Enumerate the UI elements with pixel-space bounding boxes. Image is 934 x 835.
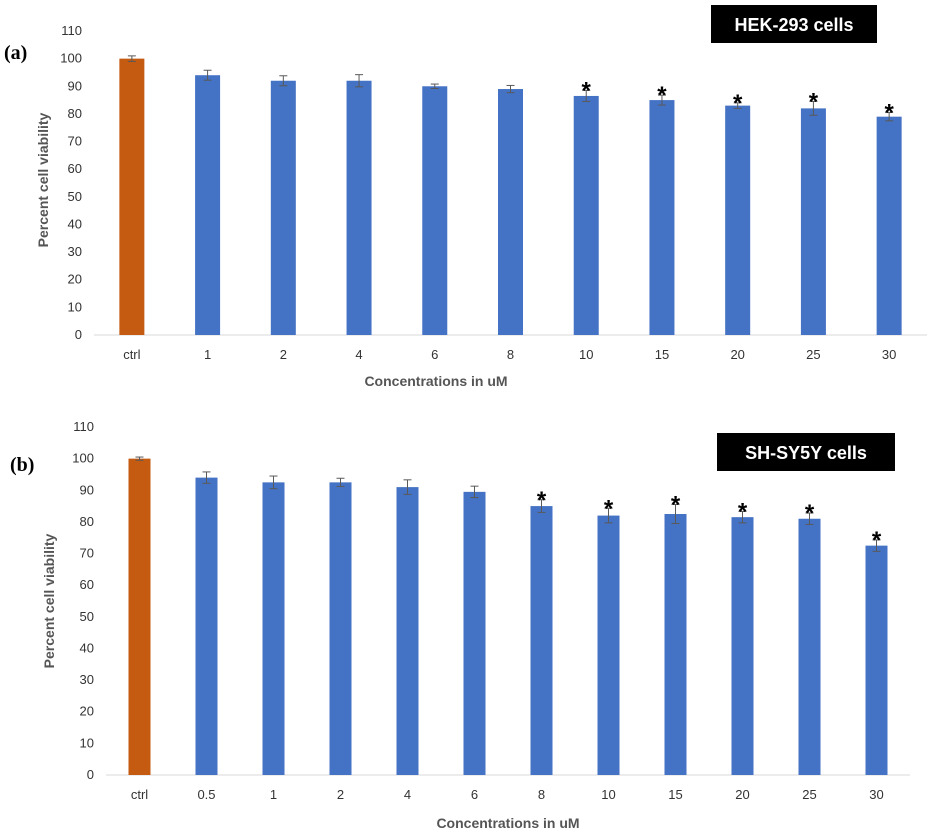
bar bbox=[463, 491, 486, 775]
x-tick-label: 6 bbox=[431, 347, 438, 362]
x-tick-label: 2 bbox=[337, 787, 344, 802]
bar bbox=[270, 80, 296, 335]
chart-title-a: HEK-293 cells bbox=[734, 15, 853, 35]
x-tick-label: 15 bbox=[655, 347, 669, 362]
bar bbox=[195, 75, 221, 335]
x-tick-label: 2 bbox=[280, 347, 287, 362]
y-tick-label: 100 bbox=[72, 451, 94, 466]
bar bbox=[422, 86, 448, 335]
significance-star: * bbox=[657, 82, 667, 109]
significance-star: * bbox=[537, 487, 547, 514]
x-axis-title-b: Concentrations in uM bbox=[436, 815, 579, 831]
y-tick-label: 0 bbox=[75, 327, 82, 342]
chart-panel-a: (a) HEK-293 cells Concentrations in uM P… bbox=[0, 0, 934, 400]
y-tick-label: 60 bbox=[68, 161, 82, 176]
x-tick-label: 10 bbox=[601, 787, 615, 802]
significance-star: * bbox=[809, 88, 819, 115]
x-tick-label: 8 bbox=[538, 787, 545, 802]
x-tick-label: 6 bbox=[471, 787, 478, 802]
y-tick-label: 70 bbox=[68, 134, 82, 149]
title-badge-b bbox=[717, 433, 895, 471]
plot-area-a: 0 10 20 30 40 50 60 70 80 90 100 110 ctrl 1 2 4 6 8 * 10 * 15… bbox=[60, 23, 927, 362]
y-tick-label: 30 bbox=[80, 672, 94, 687]
y-tick-label: 40 bbox=[80, 640, 94, 655]
bar bbox=[346, 80, 372, 335]
y-tick-label: 60 bbox=[80, 577, 94, 592]
significance-star: * bbox=[604, 495, 614, 522]
title-badge-a bbox=[711, 5, 877, 43]
bar bbox=[800, 108, 826, 335]
bar bbox=[597, 515, 620, 775]
y-tick-label: 40 bbox=[68, 216, 82, 231]
x-tick-label: 1 bbox=[270, 787, 277, 802]
significance-star: * bbox=[805, 500, 815, 527]
x-tick-label: 4 bbox=[355, 347, 362, 362]
x-tick-label: 1 bbox=[204, 347, 211, 362]
y-tick-label: 80 bbox=[68, 106, 82, 121]
bar bbox=[329, 482, 352, 775]
bar bbox=[195, 477, 218, 775]
significance-star: * bbox=[671, 492, 681, 519]
significance-star: * bbox=[582, 77, 592, 104]
bar bbox=[649, 100, 675, 335]
significance-star: * bbox=[738, 498, 748, 525]
bar bbox=[530, 506, 553, 775]
bar bbox=[396, 487, 419, 775]
y-tick-label: 20 bbox=[68, 272, 82, 287]
significance-star: * bbox=[884, 100, 894, 127]
bar bbox=[128, 458, 151, 775]
x-tick-label: 4 bbox=[404, 787, 411, 802]
y-axis-title-a: Percent cell viability bbox=[35, 112, 51, 247]
y-tick-label: 10 bbox=[68, 299, 82, 314]
y-tick-label: 50 bbox=[68, 189, 82, 204]
x-tick-label: 10 bbox=[579, 347, 593, 362]
x-tick-label: 30 bbox=[882, 347, 896, 362]
bar bbox=[731, 517, 754, 775]
bar bbox=[798, 518, 821, 775]
y-tick-label: 80 bbox=[80, 514, 94, 529]
y-tick-label: 70 bbox=[80, 546, 94, 561]
chart-b-svg: (b) SH-SY5Y cells Concentrations in uM P… bbox=[10, 419, 910, 831]
x-tick-label: ctrl bbox=[123, 347, 140, 362]
plot-area-b: 0 10 20 30 40 50 60 70 80 90 100 110 ctrl 0.5 1 2 4 6 * 8 * 1… bbox=[72, 419, 910, 802]
significance-star: * bbox=[733, 90, 743, 117]
x-tick-label: 20 bbox=[735, 787, 749, 802]
y-tick-label: 100 bbox=[60, 51, 82, 66]
bar bbox=[119, 58, 145, 336]
y-tick-label: 0 bbox=[87, 767, 94, 782]
x-tick-label: 25 bbox=[806, 347, 820, 362]
x-tick-label: 20 bbox=[730, 347, 744, 362]
bar bbox=[262, 482, 285, 775]
y-axis-title-b: Percent cell viability bbox=[41, 533, 57, 668]
x-axis-title-a: Concentrations in uM bbox=[364, 373, 507, 389]
y-tick-label: 10 bbox=[80, 735, 94, 750]
bar bbox=[876, 116, 902, 335]
y-tick-label: 90 bbox=[80, 482, 94, 497]
y-tick-label: 30 bbox=[68, 244, 82, 259]
panel-label-b: (b) bbox=[10, 454, 34, 476]
y-tick-label: 110 bbox=[61, 23, 82, 38]
x-tick-label: 15 bbox=[668, 787, 682, 802]
x-tick-label: 30 bbox=[869, 787, 883, 802]
bar bbox=[664, 514, 687, 775]
y-tick-label: 20 bbox=[80, 704, 94, 719]
chart-panel-b: (b) SH-SY5Y cells Concentrations in uM P… bbox=[0, 405, 934, 835]
panel-label-a: (a) bbox=[4, 42, 27, 64]
bar bbox=[865, 545, 888, 775]
x-tick-label: 25 bbox=[802, 787, 816, 802]
bar bbox=[573, 95, 599, 335]
y-tick-label: 90 bbox=[68, 78, 82, 93]
bar bbox=[725, 105, 751, 335]
bar bbox=[498, 89, 523, 335]
chart-title-b: SH-SY5Y cells bbox=[745, 443, 867, 463]
y-tick-label: 50 bbox=[80, 609, 94, 624]
y-tick-label: 110 bbox=[73, 419, 94, 434]
x-tick-label: 8 bbox=[507, 347, 514, 362]
x-tick-label: 0.5 bbox=[197, 787, 215, 802]
x-tick-label: ctrl bbox=[131, 787, 148, 802]
chart-a-svg: (a) HEK-293 cells Concentrations in uM P… bbox=[4, 5, 927, 389]
significance-star: * bbox=[872, 527, 882, 554]
